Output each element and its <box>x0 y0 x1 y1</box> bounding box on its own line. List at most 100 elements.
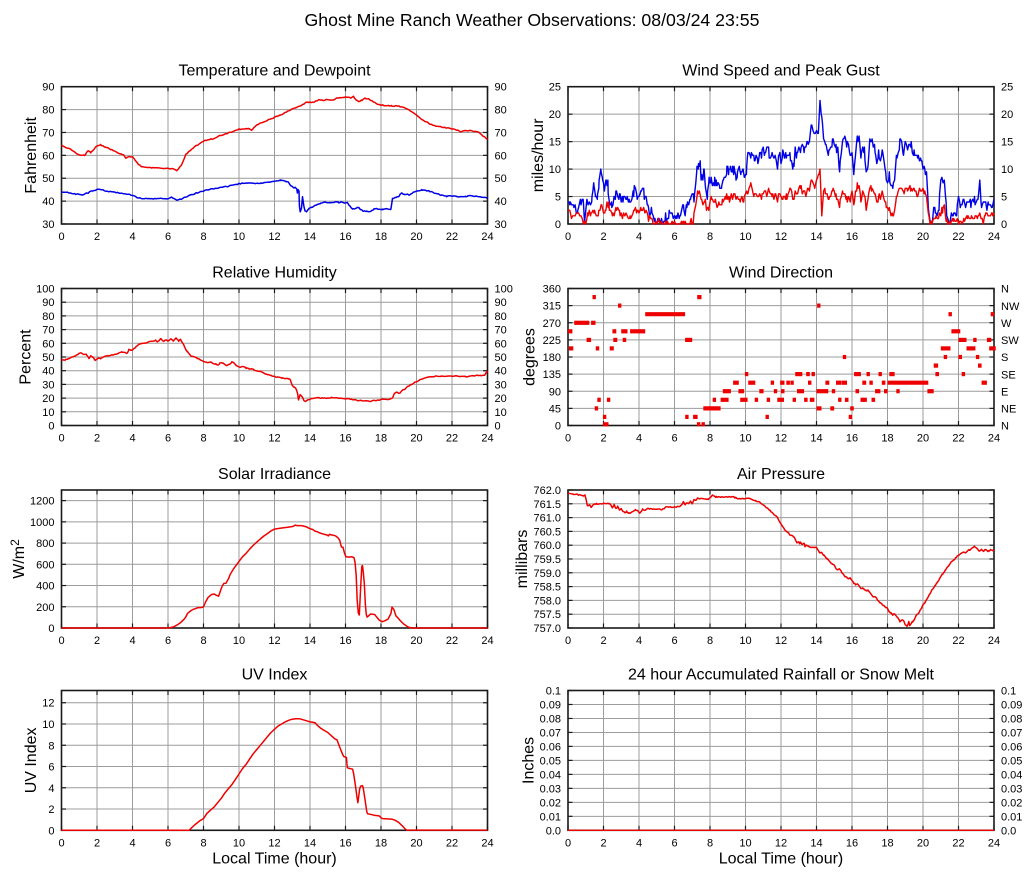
svg-text:Wind Direction: Wind Direction <box>729 265 833 282</box>
svg-text:0: 0 <box>565 433 571 445</box>
svg-text:70: 70 <box>42 127 54 139</box>
svg-text:0.04: 0.04 <box>540 769 561 781</box>
svg-text:80: 80 <box>495 105 507 117</box>
svg-text:0.08: 0.08 <box>1001 713 1022 725</box>
svg-text:8: 8 <box>200 433 206 445</box>
svg-text:4: 4 <box>129 837 135 849</box>
svg-text:12: 12 <box>268 231 280 243</box>
svg-text:14: 14 <box>810 231 822 243</box>
svg-text:8: 8 <box>707 635 713 647</box>
svg-text:15: 15 <box>1001 137 1013 149</box>
svg-text:40: 40 <box>42 196 54 208</box>
svg-text:14: 14 <box>810 433 822 445</box>
svg-text:18: 18 <box>881 635 893 647</box>
svg-text:millibars: millibars <box>514 530 531 589</box>
svg-text:Local Time (hour): Local Time (hour) <box>719 851 844 868</box>
svg-text:20: 20 <box>495 393 507 405</box>
svg-text:22: 22 <box>952 231 964 243</box>
svg-text:15: 15 <box>549 137 561 149</box>
svg-text:24 hour Accumulated Rainfall o: 24 hour Accumulated Rainfall or Snow Mel… <box>628 667 934 684</box>
svg-text:14: 14 <box>304 433 316 445</box>
svg-text:8: 8 <box>48 740 54 752</box>
svg-text:12: 12 <box>775 837 787 849</box>
svg-text:100: 100 <box>36 284 54 296</box>
svg-text:10: 10 <box>233 837 245 849</box>
svg-text:6: 6 <box>165 433 171 445</box>
svg-text:2: 2 <box>94 635 100 647</box>
svg-text:0.1: 0.1 <box>1001 686 1016 698</box>
svg-text:800: 800 <box>36 538 54 550</box>
svg-text:24: 24 <box>988 231 1000 243</box>
svg-text:18: 18 <box>375 231 387 243</box>
svg-text:16: 16 <box>339 433 351 445</box>
svg-text:600: 600 <box>36 559 54 571</box>
svg-text:2: 2 <box>94 433 100 445</box>
svg-text:760.0: 760.0 <box>533 540 561 552</box>
svg-text:14: 14 <box>304 231 316 243</box>
svg-text:SE: SE <box>1001 369 1016 381</box>
svg-text:SW: SW <box>1001 335 1019 347</box>
svg-text:24: 24 <box>988 837 1000 849</box>
svg-text:S: S <box>1001 352 1008 364</box>
svg-text:8: 8 <box>200 231 206 243</box>
svg-text:90: 90 <box>495 82 507 94</box>
svg-text:Temperature and Dewpoint: Temperature and Dewpoint <box>178 63 371 80</box>
svg-text:0: 0 <box>495 421 501 433</box>
svg-text:6: 6 <box>671 837 677 849</box>
svg-text:40: 40 <box>42 366 54 378</box>
svg-text:22: 22 <box>446 635 458 647</box>
svg-text:30: 30 <box>495 379 507 391</box>
svg-text:759.0: 759.0 <box>533 568 561 580</box>
svg-text:20: 20 <box>917 837 929 849</box>
svg-text:22: 22 <box>446 433 458 445</box>
svg-text:758.0: 758.0 <box>533 595 561 607</box>
svg-text:760.5: 760.5 <box>533 526 561 538</box>
svg-text:10: 10 <box>42 719 54 731</box>
svg-text:16: 16 <box>846 635 858 647</box>
svg-text:UV Index: UV Index <box>242 667 308 684</box>
svg-text:degrees: degrees <box>522 328 539 386</box>
svg-text:Air Pressure: Air Pressure <box>737 466 825 483</box>
svg-text:762.0: 762.0 <box>533 485 561 497</box>
svg-text:30: 30 <box>42 379 54 391</box>
svg-text:80: 80 <box>42 105 54 117</box>
svg-text:6: 6 <box>671 231 677 243</box>
svg-text:22: 22 <box>446 837 458 849</box>
svg-text:135: 135 <box>543 369 561 381</box>
svg-text:2: 2 <box>600 231 606 243</box>
svg-text:W: W <box>1001 318 1012 330</box>
svg-text:10: 10 <box>739 837 751 849</box>
svg-text:2: 2 <box>600 837 606 849</box>
svg-text:14: 14 <box>304 635 316 647</box>
svg-text:10: 10 <box>1001 164 1013 176</box>
svg-text:60: 60 <box>495 338 507 350</box>
svg-text:24: 24 <box>988 433 1000 445</box>
svg-text:24: 24 <box>481 837 493 849</box>
svg-text:0.07: 0.07 <box>540 727 561 739</box>
svg-text:2: 2 <box>48 804 54 816</box>
svg-text:2: 2 <box>94 231 100 243</box>
svg-text:6: 6 <box>165 837 171 849</box>
svg-text:W/m2: W/m2 <box>8 539 28 579</box>
svg-text:N: N <box>1001 284 1009 296</box>
svg-text:0: 0 <box>1001 219 1007 231</box>
svg-text:22: 22 <box>952 635 964 647</box>
svg-text:20: 20 <box>1001 109 1013 121</box>
svg-text:10: 10 <box>549 164 561 176</box>
svg-text:315: 315 <box>543 301 561 313</box>
svg-text:12: 12 <box>268 433 280 445</box>
svg-text:6: 6 <box>671 635 677 647</box>
svg-text:90: 90 <box>42 82 54 94</box>
svg-text:0: 0 <box>58 231 64 243</box>
svg-text:0: 0 <box>555 219 561 231</box>
svg-text:16: 16 <box>339 635 351 647</box>
svg-text:80: 80 <box>495 311 507 323</box>
svg-text:761.0: 761.0 <box>533 513 561 525</box>
svg-text:6: 6 <box>671 433 677 445</box>
svg-text:0: 0 <box>48 421 54 433</box>
svg-text:0: 0 <box>565 231 571 243</box>
svg-text:0: 0 <box>58 433 64 445</box>
svg-text:14: 14 <box>304 837 316 849</box>
svg-text:0.0: 0.0 <box>546 825 561 837</box>
svg-text:24: 24 <box>988 635 1000 647</box>
